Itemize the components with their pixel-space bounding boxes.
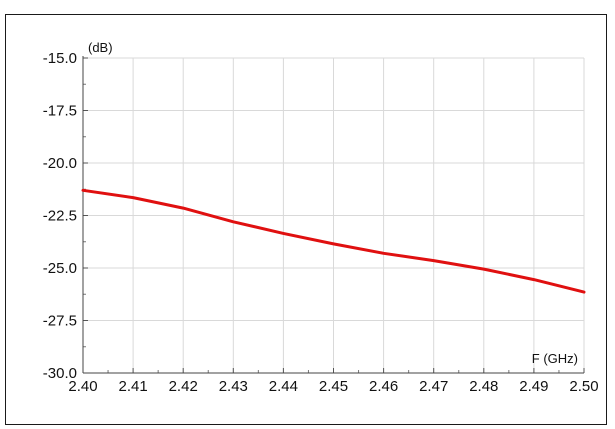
x-tick-label: 2.44	[269, 378, 298, 395]
axes	[82, 56, 585, 374]
tick-labels: 2.40 2.41 2.42 2.43 2.44 2.45 2.46 2.47 2.48 2.49…	[43, 50, 599, 395]
x-tick-label: 2.40	[68, 378, 97, 395]
x-tick-label: 2.48	[469, 378, 498, 395]
x-tick-label: 2.47	[419, 378, 448, 395]
x-tick-label: 2.42	[169, 378, 198, 395]
y-tick-label: -30.0	[43, 365, 77, 382]
chart-frame: 2.40 2.41 2.42 2.43 2.44 2.45 2.46 2.47 2.48 2.49…	[5, 14, 607, 425]
x-tick-label: 2.45	[319, 378, 348, 395]
x-axis-unit-label: F (GHz)	[532, 351, 578, 366]
y-axis-unit-label: (dB)	[88, 40, 113, 55]
y-tick-label: -17.5	[43, 103, 77, 120]
y-tick-label: -15.0	[43, 50, 77, 67]
x-tick-label: 2.46	[369, 378, 398, 395]
y-tick-label: -22.5	[43, 208, 77, 225]
y-tick-label: -25.0	[43, 260, 77, 277]
y-tick-label: -20.0	[43, 155, 77, 172]
line-chart: 2.40 2.41 2.42 2.43 2.44 2.45 2.46 2.47 2.48 2.49…	[43, 40, 599, 395]
series-line	[81, 188, 586, 294]
series-lines	[81, 188, 586, 294]
x-tick-label: 2.50	[569, 378, 598, 395]
x-tick-label: 2.49	[519, 378, 548, 395]
x-tick-label: 2.43	[219, 378, 248, 395]
x-tick-label: 2.41	[118, 378, 147, 395]
y-tick-label: -27.5	[43, 313, 77, 330]
grid-lines	[82, 57, 585, 374]
